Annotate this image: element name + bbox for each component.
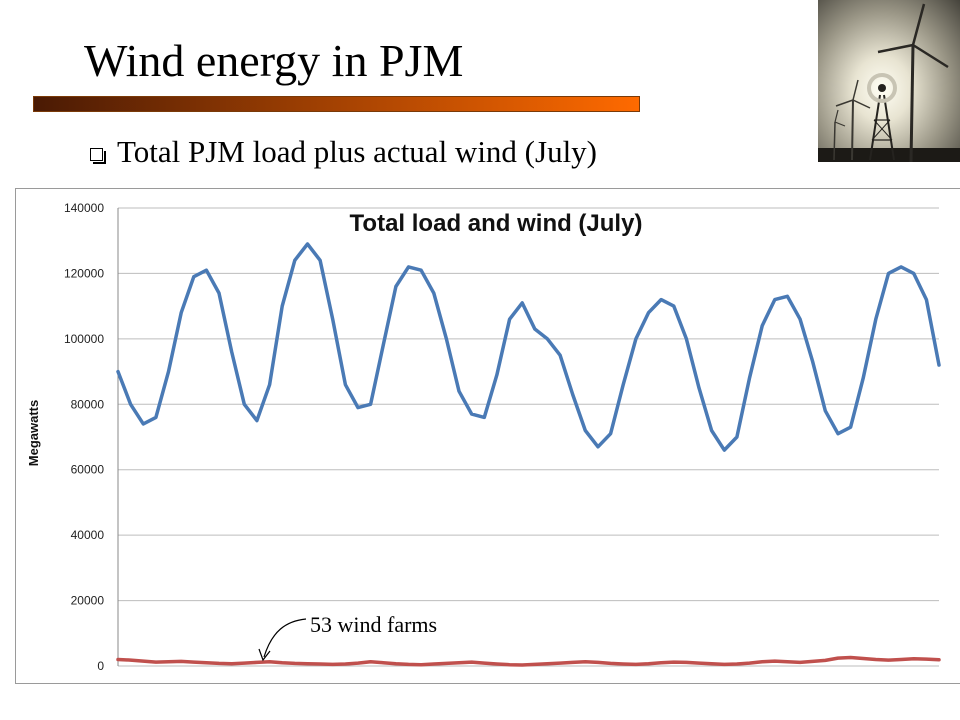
bullet-item: Total PJM load plus actual wind (July) <box>90 134 597 170</box>
callout-arrow-icon <box>258 618 307 662</box>
series-line-0 <box>116 242 941 452</box>
wind-turbine-image <box>818 0 960 162</box>
chart-panel: Total load and wind (July) Megawatts 0 20… <box>15 188 960 684</box>
series-line-1 <box>116 655 941 667</box>
y-tick-label: 0 <box>97 659 104 673</box>
bullet-text: Total PJM load plus actual wind (July) <box>117 134 598 169</box>
chart-series <box>116 242 941 667</box>
y-tick-label: 20000 <box>71 594 105 608</box>
wind-turbine-photo <box>818 0 960 162</box>
slide-title: Wind energy in PJM <box>84 35 464 86</box>
wind-farms-annotation: 53 wind farms <box>310 612 438 637</box>
chart-title: Total load and wind (July) <box>350 210 643 237</box>
y-tick-label: 60000 <box>71 463 105 477</box>
y-axis-label: Megawatts <box>26 400 41 466</box>
y-tick-label: 120000 <box>64 266 104 280</box>
chart-gridlines <box>117 207 939 667</box>
y-tick-label: 100000 <box>64 332 104 346</box>
y-tick-label: 140000 <box>64 201 104 215</box>
y-tick-label: 40000 <box>71 528 105 542</box>
checkbox-bullet-icon <box>90 147 106 164</box>
load-wind-chart: Total load and wind (July) Megawatts 0 20… <box>26 201 941 673</box>
title-underline-bar <box>33 96 640 112</box>
y-tick-labels: 0 20000 40000 60000 80000 100000 120000 140000 <box>64 201 104 673</box>
y-tick-label: 80000 <box>71 397 105 411</box>
